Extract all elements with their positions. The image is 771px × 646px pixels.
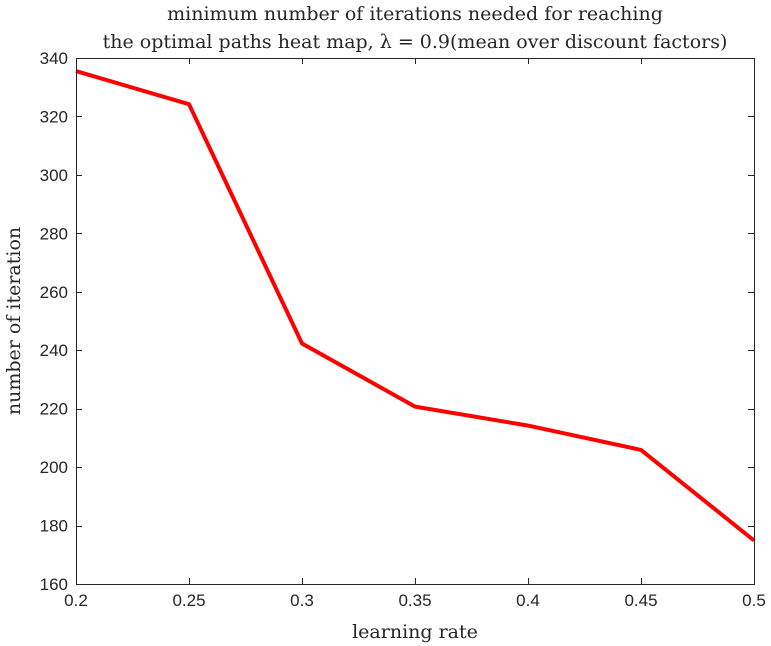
- series-line: [75, 69, 756, 543]
- y-tick-label: 240: [40, 341, 68, 360]
- y-tick-label: 160: [40, 575, 68, 594]
- x-axis-label: learning rate: [352, 621, 478, 643]
- y-axis-label: number of iteration: [3, 227, 25, 415]
- x-tick-label: 0.2: [64, 591, 88, 610]
- axes-frame: [76, 58, 755, 585]
- x-tick-label: 0.45: [624, 591, 657, 610]
- chart-subtitle: the optimal paths heat map, λ = 0.9(mean…: [103, 31, 728, 53]
- y-tick-label: 320: [40, 107, 68, 126]
- x-tick-label: 0.5: [742, 591, 766, 610]
- x-tick-label: 0.3: [290, 591, 314, 610]
- y-tick-label: 260: [40, 283, 68, 302]
- y-tick-label: 340: [40, 49, 68, 68]
- plot-area: [76, 58, 754, 584]
- y-tick-label: 180: [40, 517, 68, 536]
- y-tick-label: 280: [40, 224, 68, 243]
- y-axis-ticks: 160 180 200 220 240 260 280 300 320 340: [40, 49, 754, 594]
- chart-title: minimum number of iterations needed for …: [167, 3, 663, 25]
- y-tick-label: 200: [40, 458, 68, 477]
- x-tick-label: 0.4: [516, 591, 540, 610]
- series-layer: [75, 69, 756, 543]
- y-tick-label: 220: [40, 400, 68, 419]
- x-axis-ticks: 0.2 0.25 0.3 0.35 0.4 0.45 0.5: [64, 58, 766, 610]
- x-tick-label: 0.25: [172, 591, 205, 610]
- x-tick-label: 0.35: [398, 591, 431, 610]
- y-tick-label: 300: [40, 166, 68, 185]
